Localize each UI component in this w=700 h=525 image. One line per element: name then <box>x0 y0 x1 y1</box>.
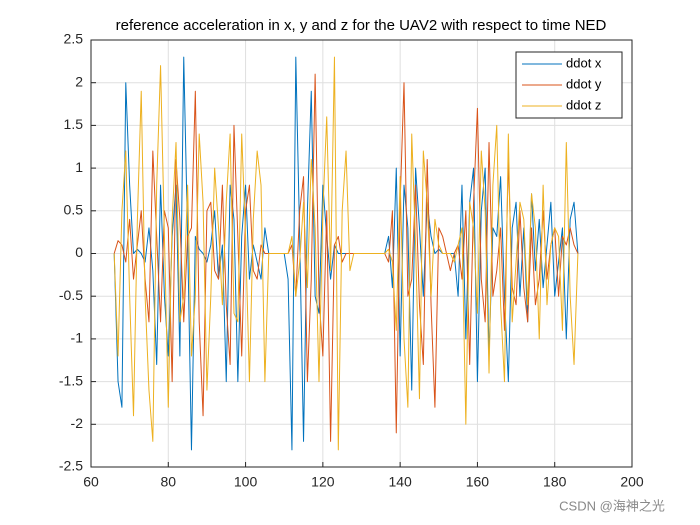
data-line <box>113 56 579 451</box>
data-line <box>113 73 579 442</box>
legend-label: ddot y <box>566 76 602 91</box>
y-tick-label: 0.5 <box>64 202 84 218</box>
x-tick-label: 60 <box>83 474 99 490</box>
x-tick-label: 120 <box>311 474 335 490</box>
axes-box <box>90 39 633 468</box>
y-tick-label: 1.5 <box>64 116 84 132</box>
y-tick-label: -2 <box>71 415 84 431</box>
x-tick-label: 180 <box>543 474 567 490</box>
y-tick-label: 0 <box>75 244 83 260</box>
y-tick-label: 2 <box>75 73 83 89</box>
x-tick-label: 80 <box>160 474 176 490</box>
x-tick-label: 200 <box>620 474 644 490</box>
y-tick-label: 1 <box>75 159 83 175</box>
y-tick-label: -0.5 <box>59 287 83 303</box>
y-tick-label: -2.5 <box>59 458 83 474</box>
watermark: CSDN @海神之光 <box>559 498 665 513</box>
chart-title: reference acceleration in x, y and z for… <box>116 17 607 34</box>
x-tick-label: 100 <box>234 474 258 490</box>
y-tick-label: 2.5 <box>64 31 84 47</box>
x-tick-label: 140 <box>388 474 412 490</box>
x-tick-label: 160 <box>466 474 490 490</box>
legend-label: ddot z <box>566 97 601 112</box>
y-tick-label: -1 <box>71 330 84 346</box>
y-tick-label: -1.5 <box>59 372 83 388</box>
legend-label: ddot x <box>566 55 602 70</box>
